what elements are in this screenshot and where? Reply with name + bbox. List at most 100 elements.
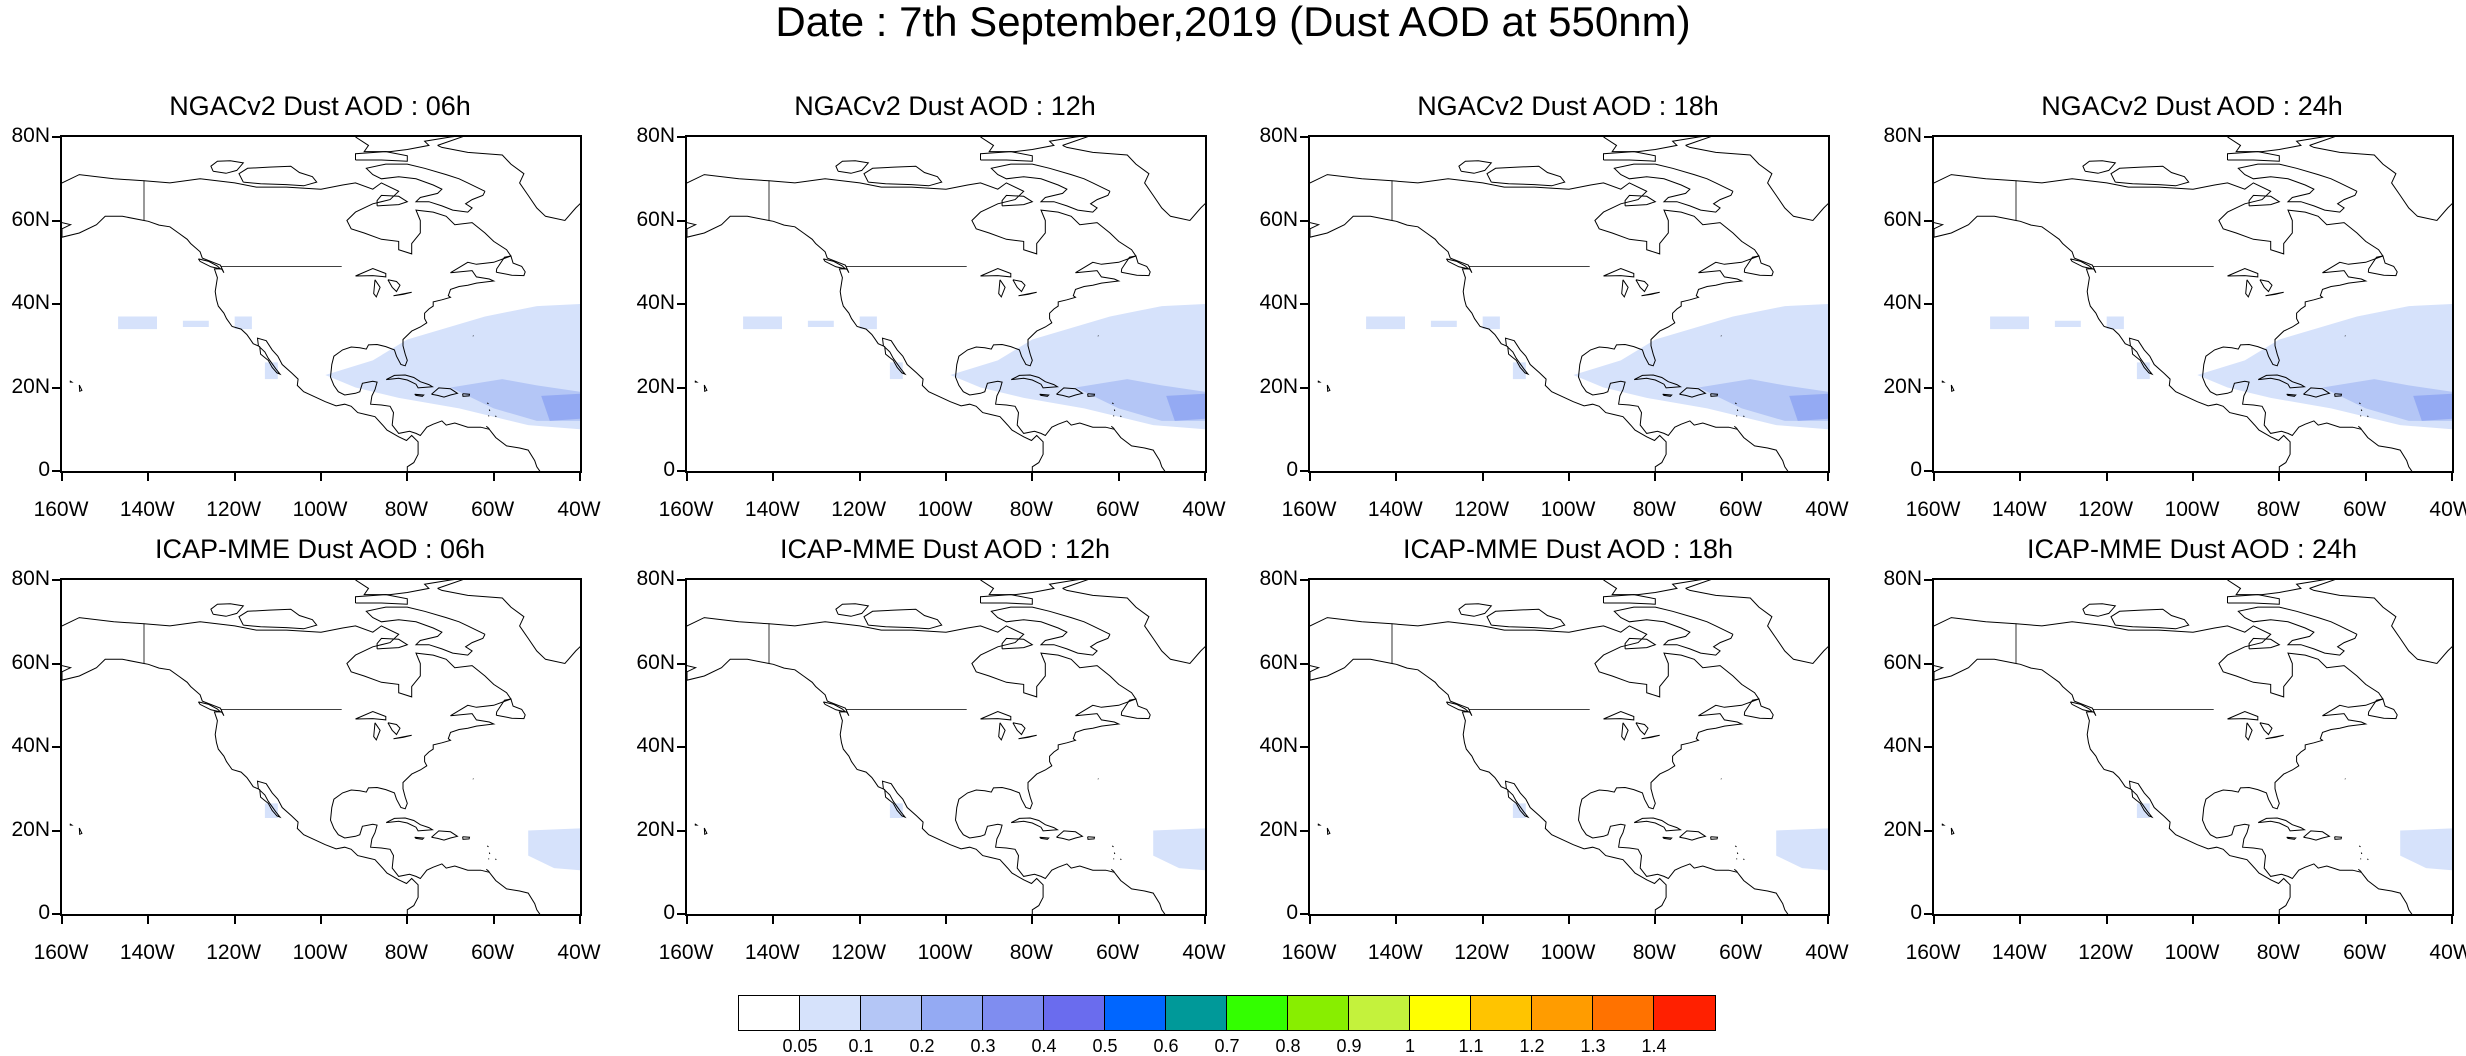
coastline: [437, 580, 464, 589]
lon-tick: [320, 473, 322, 481]
coastline: [2227, 151, 2280, 162]
coastline: [1113, 852, 1116, 855]
coastline: [998, 722, 1006, 741]
lon-tick: [1117, 916, 1120, 924]
lon-tick: [61, 916, 63, 924]
map-frame: [60, 578, 582, 916]
lat-tick-label: 20N: [636, 817, 675, 841]
lon-tick-label: 80W: [1632, 498, 1676, 521]
coastline: [143, 220, 419, 471]
coastline: [1056, 387, 1084, 398]
colorbar-label: 0.6: [1153, 1036, 1179, 1056]
lon-tick-label: 100W: [292, 498, 348, 521]
coastline: [1941, 823, 1946, 826]
dust-plume: [1512, 803, 1526, 818]
colorbar-swatch: [1044, 996, 1105, 1030]
coastline: [1010, 817, 1059, 832]
coastline: [1624, 637, 1657, 650]
coastline: [1110, 425, 1115, 430]
coastline: [2245, 722, 2253, 741]
lat-tick-label: 80N: [636, 124, 675, 147]
coastline: [414, 836, 425, 840]
coastline: [488, 852, 491, 855]
dust-plume: [1789, 393, 1828, 421]
coastline: [1641, 734, 1660, 740]
coastline: [2286, 836, 2297, 840]
coastline: [437, 144, 580, 222]
lon-tick: [1117, 473, 1120, 481]
lat-tick: [1924, 303, 1932, 305]
lat-tick-label: 20N: [1883, 374, 1922, 398]
lon-tick-label: 40W: [1805, 941, 1849, 964]
lon-tick-label: 160W: [1281, 498, 1337, 521]
lat-tick-label: 80N: [1883, 124, 1922, 147]
lon-tick-label: 40W: [2429, 941, 2466, 964]
coastline: [703, 827, 708, 836]
lon-tick-label: 100W: [917, 498, 973, 521]
lon-tick: [1933, 473, 1935, 481]
lat-tick-label: 20N: [11, 374, 50, 398]
lon-tick-label: 60W: [2343, 941, 2387, 964]
lon-tick-label: 120W: [2078, 941, 2134, 964]
coastline: [1326, 384, 1331, 393]
lon-tick-label: 120W: [2078, 498, 2134, 521]
lon-tick: [1654, 473, 1657, 481]
lat-tick-label: 40N: [11, 291, 50, 314]
coastline: [1734, 845, 1737, 848]
map-canvas: [62, 137, 580, 471]
coastline: [462, 393, 471, 397]
lon-tick-label: 80W: [2256, 498, 2300, 521]
lat-tick-label: 40N: [1883, 291, 1922, 314]
dust-plume: [1482, 316, 1500, 330]
lon-tick-label: 80W: [384, 498, 428, 521]
lon-tick-label: 140W: [1367, 941, 1423, 964]
lat-tick-label: 80N: [11, 567, 50, 590]
lat-tick: [677, 470, 685, 472]
coastline: [1603, 580, 1703, 596]
coastline: [1685, 587, 1828, 665]
lat-tick-label: 0: [38, 901, 50, 924]
lon-tick-label: 60W: [1096, 941, 1140, 964]
coastline: [2265, 291, 2284, 297]
lon-tick: [61, 473, 63, 481]
coastline: [355, 710, 387, 721]
coastline: [2069, 258, 2095, 270]
lon-tick: [1740, 473, 1743, 481]
lon-tick: [2019, 473, 2022, 481]
lon-tick-label: 140W: [1991, 498, 2047, 521]
lat-tick-label: 20N: [1259, 374, 1298, 398]
coastline: [1010, 374, 1059, 389]
lon-tick-label: 40W: [557, 941, 601, 964]
lon-tick: [1481, 473, 1484, 481]
lon-tick: [1568, 916, 1570, 924]
lat-tick: [677, 136, 685, 138]
lat-tick-label: 40N: [1259, 734, 1298, 757]
coastline: [1120, 858, 1122, 861]
coastline: [2303, 387, 2331, 398]
coastline: [437, 587, 580, 665]
coastline: [355, 594, 408, 605]
panel-title: ICAP-MME Dust AOD : 24h: [2026, 534, 2358, 564]
dust-plume: [1166, 393, 1205, 421]
lon-tick: [772, 473, 775, 481]
coastline: [980, 710, 1012, 721]
coastline: [462, 836, 471, 840]
panel-title: ICAP-MME Dust AOD : 18h: [1402, 534, 1734, 564]
lon-tick: [2278, 916, 2281, 924]
colorbar-label: 0.4: [1031, 1036, 1057, 1056]
coastline: [980, 267, 1012, 278]
coastline: [2286, 393, 2297, 397]
lat-tick: [52, 386, 60, 389]
coastline: [1018, 291, 1037, 297]
coastline: [431, 830, 459, 841]
lon-tick: [147, 473, 150, 481]
coastline: [1685, 137, 1712, 146]
lat-tick: [52, 470, 60, 472]
coastline: [2082, 603, 2117, 617]
lat-tick: [52, 829, 60, 832]
dust-plume: [889, 803, 903, 818]
map-frame: [1308, 578, 1830, 916]
lat-tick-label: 60N: [636, 650, 675, 674]
lat-tick-label: 60N: [1259, 207, 1298, 231]
coastline: [1679, 387, 1707, 398]
